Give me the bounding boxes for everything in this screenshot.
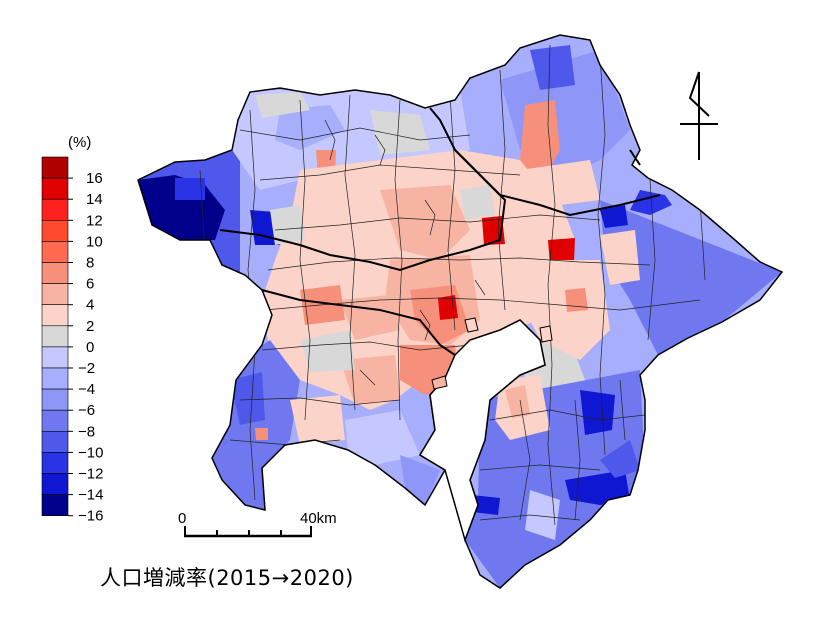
legend-tick-label: 4 xyxy=(86,297,94,314)
legend-tick-label: 8 xyxy=(86,255,94,272)
legend-tick-label: −8 xyxy=(78,423,95,440)
legend-swatch xyxy=(41,452,69,474)
legend-tick-label: −14 xyxy=(78,487,103,504)
prefecture-boundaries xyxy=(219,107,661,356)
legend-colorbar xyxy=(41,156,69,517)
legend-swatch xyxy=(41,220,69,242)
legend-tick-label: 16 xyxy=(86,170,103,187)
legend-tick-label: 0 xyxy=(86,339,94,356)
scale-end-label: 40km xyxy=(300,510,337,527)
legend-swatch xyxy=(41,304,69,327)
legend-tick-label: −6 xyxy=(78,402,95,419)
bay-island xyxy=(539,325,553,343)
legend-swatch xyxy=(41,325,69,348)
scale-start-label: 0 xyxy=(178,510,186,527)
legend-tick-label: 2 xyxy=(86,318,94,335)
legend-swatch xyxy=(41,409,69,432)
north-arrow-icon xyxy=(680,71,718,160)
legend-swatch xyxy=(41,388,69,411)
legend-swatch xyxy=(41,346,69,369)
tokyo-bay xyxy=(418,319,546,543)
legend-tick-label: −2 xyxy=(78,360,95,377)
bay-island xyxy=(464,317,479,333)
legend: (%) 16 14 12 10 8 6 4 2 0 −2 −4 −6 −8 −10 −12 −14 −16 xyxy=(41,134,103,525)
legend-swatch xyxy=(41,198,69,221)
legend-swatch xyxy=(41,262,69,284)
legend-tick-label: −12 xyxy=(78,466,103,483)
legend-tick-label: −4 xyxy=(78,381,95,398)
legend-swatch xyxy=(41,367,69,390)
legend-tick-label: −10 xyxy=(78,444,103,461)
legend-swatch xyxy=(41,156,69,179)
scale-bar: 0 40km xyxy=(178,510,337,538)
legend-swatch xyxy=(41,494,69,517)
municipal-boundaries xyxy=(199,44,706,526)
legend-tick-label: 14 xyxy=(86,191,103,208)
map-land xyxy=(138,35,782,588)
bay-island xyxy=(431,375,448,390)
legend-swatch xyxy=(41,177,69,200)
legend-tick-label: 6 xyxy=(86,276,94,293)
legend-tick-label: −16 xyxy=(78,508,103,525)
legend-swatch xyxy=(41,241,69,263)
legend-unit: (%) xyxy=(68,134,91,151)
legend-tick-label: 10 xyxy=(86,233,103,250)
legend-swatch xyxy=(41,283,69,306)
legend-tick-label: 12 xyxy=(86,212,103,229)
legend-swatch xyxy=(41,430,69,453)
map-title: 人口増減率(2015→2020) xyxy=(100,566,354,590)
legend-ticks: 16 14 12 10 8 6 4 2 0 −2 −4 −6 −8 −10 −12 −14 −16 xyxy=(68,170,103,525)
legend-swatch xyxy=(41,473,69,495)
